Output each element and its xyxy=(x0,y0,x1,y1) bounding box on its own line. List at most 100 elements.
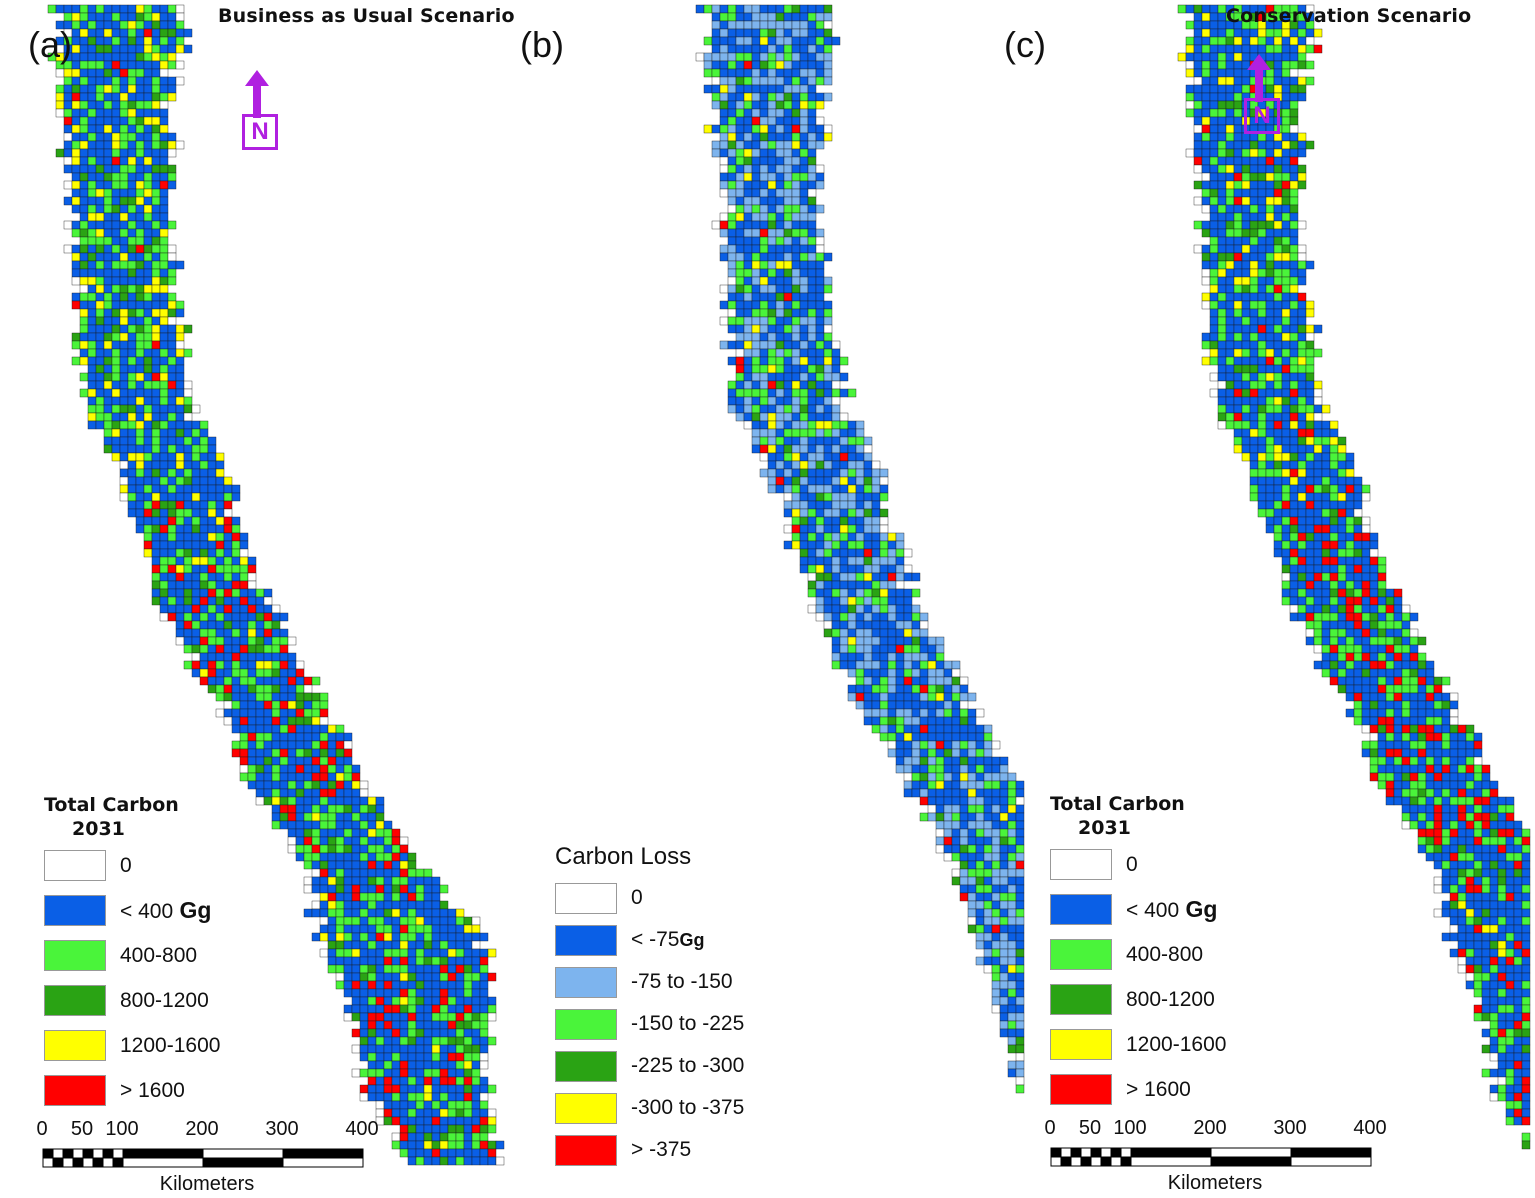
grid-cell xyxy=(1281,260,1291,270)
grid-cell xyxy=(1217,220,1227,230)
grid-cell xyxy=(983,908,993,918)
grid-cell xyxy=(319,700,329,710)
grid-cell xyxy=(111,412,121,422)
grid-cell xyxy=(727,68,737,78)
scale-segment xyxy=(112,1157,124,1168)
grid-cell xyxy=(95,148,105,158)
grid-cell xyxy=(1297,444,1307,454)
grid-cell xyxy=(959,892,969,902)
grid-cell xyxy=(1313,508,1323,518)
grid-cell xyxy=(143,540,153,550)
grid-cell xyxy=(1265,164,1275,174)
grid-cell xyxy=(815,612,825,622)
grid-cell xyxy=(271,756,281,766)
grid-cell xyxy=(1409,628,1419,638)
grid-cell xyxy=(1233,444,1243,454)
grid-cell xyxy=(439,964,449,974)
grid-cell xyxy=(295,780,305,790)
grid-cell xyxy=(167,12,177,22)
grid-cell xyxy=(103,44,113,54)
grid-cell xyxy=(775,124,785,134)
grid-cell xyxy=(159,332,169,342)
grid-cell xyxy=(87,260,97,270)
grid-cell xyxy=(823,132,833,142)
grid-cell xyxy=(1257,508,1267,518)
grid-cell xyxy=(767,412,777,422)
grid-cell xyxy=(447,1116,457,1126)
grid-cell xyxy=(1289,516,1299,526)
scale-segment xyxy=(52,1157,64,1168)
grid-cell xyxy=(863,548,873,558)
grid-cell xyxy=(151,236,161,246)
grid-cell xyxy=(79,260,89,270)
grid-cell xyxy=(479,1052,489,1062)
grid-cell xyxy=(1273,300,1283,310)
grid-cell xyxy=(143,324,153,334)
grid-cell xyxy=(103,292,113,302)
grid-cell xyxy=(863,604,873,614)
grid-cell xyxy=(375,1060,385,1070)
grid-cell xyxy=(87,164,97,174)
grid-cell xyxy=(1289,212,1299,222)
grid-cell xyxy=(791,52,801,62)
grid-cell xyxy=(119,124,129,134)
grid-cell xyxy=(759,92,769,102)
grid-cell xyxy=(1249,420,1259,430)
grid-cell xyxy=(791,252,801,262)
grid-cell xyxy=(79,164,89,174)
grid-cell xyxy=(799,316,809,326)
grid-cell xyxy=(1313,532,1323,542)
grid-cell xyxy=(135,260,145,270)
grid-cell xyxy=(879,468,889,478)
grid-cell xyxy=(351,916,361,926)
grid-cell xyxy=(207,476,217,486)
grid-cell xyxy=(815,492,825,502)
grid-cell xyxy=(839,612,849,622)
grid-cell xyxy=(1233,68,1243,78)
grid-cell xyxy=(127,28,137,38)
grid-cell xyxy=(1209,212,1219,222)
grid-cell xyxy=(407,924,417,934)
grid-cell xyxy=(455,1156,465,1166)
grid-cell xyxy=(1265,204,1275,214)
grid-cell xyxy=(1297,84,1307,94)
grid-cell xyxy=(1273,364,1283,374)
grid-cell xyxy=(159,324,169,334)
grid-cell xyxy=(847,564,857,574)
grid-cell xyxy=(183,468,193,478)
grid-cell xyxy=(1177,4,1187,14)
grid-cell xyxy=(799,188,809,198)
grid-cell xyxy=(71,92,81,102)
grid-cell xyxy=(351,860,361,870)
grid-cell xyxy=(111,292,121,302)
grid-cell xyxy=(271,668,281,678)
grid-cell xyxy=(127,484,137,494)
grid-cell xyxy=(799,348,809,358)
grid-cell xyxy=(823,596,833,606)
grid-cell xyxy=(415,1132,425,1142)
grid-cell xyxy=(991,756,1001,766)
grid-cell xyxy=(719,44,729,54)
grid-cell xyxy=(1201,332,1211,342)
grid-cell xyxy=(927,692,937,702)
grid-cell xyxy=(95,220,105,230)
grid-cell xyxy=(743,92,753,102)
grid-cell xyxy=(143,116,153,126)
grid-cell xyxy=(415,972,425,982)
grid-cell xyxy=(1329,612,1339,622)
grid-cell xyxy=(447,1060,457,1070)
grid-cell xyxy=(871,556,881,566)
grid-cell xyxy=(1241,340,1251,350)
grid-cell xyxy=(823,588,833,598)
grid-cell xyxy=(855,436,865,446)
grid-cell xyxy=(791,148,801,158)
grid-cell xyxy=(463,1132,473,1142)
grid-cell xyxy=(727,196,737,206)
grid-cell xyxy=(471,1116,481,1126)
grid-cell xyxy=(439,1052,449,1062)
grid-cell xyxy=(903,572,913,582)
grid-cell xyxy=(799,404,809,414)
grid-cell xyxy=(951,772,961,782)
grid-cell xyxy=(967,772,977,782)
grid-cell xyxy=(447,932,457,942)
